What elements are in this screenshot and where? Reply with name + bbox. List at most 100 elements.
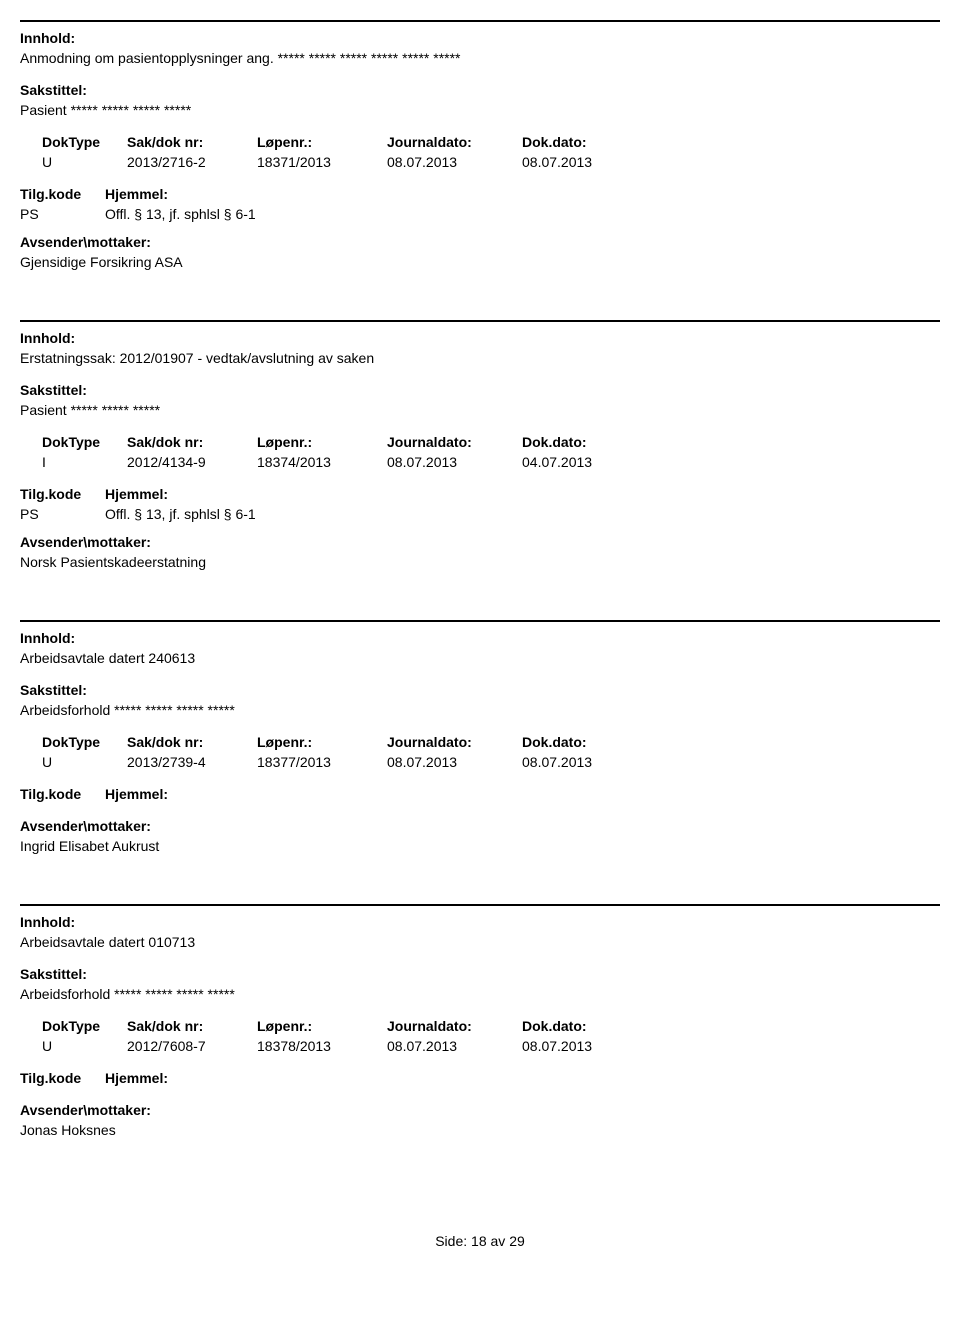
tilgkode-label: Tilg.kode	[20, 1070, 105, 1086]
tilgkode-values: PSOffl. § 13, jf. sphlsl § 6-1	[20, 506, 940, 522]
doktype-value: U	[42, 1038, 127, 1054]
innhold-label: Innhold:	[20, 914, 940, 930]
document-root: Innhold: Anmodning om pasientopplysninger…	[20, 20, 940, 1249]
dokdato-value: 08.07.2013	[522, 154, 652, 170]
innhold-value: Erstatningssak: 2012/01907 - vedtak/avsl…	[20, 350, 940, 366]
avsender-value: Norsk Pasientskadeerstatning	[20, 554, 940, 570]
hjemmel-value: Offl. § 13, jf. sphlsl § 6-1	[105, 206, 256, 222]
doktype-value: U	[42, 754, 127, 770]
sakstittel-label: Sakstittel:	[20, 966, 940, 982]
avsender-value: Gjensidige Forsikring ASA	[20, 254, 940, 270]
sakdoknr-header: Sak/dok nr:	[127, 134, 257, 150]
doktype-header: DokType	[42, 134, 127, 150]
sakstittel-value: Pasient ***** ***** *****	[20, 402, 940, 418]
tilgkode-row: Tilg.kodeHjemmel:	[20, 1070, 940, 1086]
sakdoknr-value: 2013/2739-4	[127, 754, 257, 770]
tilgkode-row: Tilg.kodeHjemmel:	[20, 486, 940, 502]
row-headers: DokTypeSak/dok nr:Løpenr.:Journaldato:Do…	[20, 1018, 940, 1034]
tilgkode-row: Tilg.kodeHjemmel:	[20, 786, 940, 802]
journal-entry: Innhold: Anmodning om pasientopplysninger…	[20, 20, 940, 270]
sakstittel-value: Pasient ***** ***** ***** *****	[20, 102, 940, 118]
doktype-value: U	[42, 154, 127, 170]
sakstittel-value: Arbeidsforhold ***** ***** ***** *****	[20, 702, 940, 718]
av-label: av	[487, 1233, 510, 1249]
sakdoknr-header: Sak/dok nr:	[127, 434, 257, 450]
sakstittel-label: Sakstittel:	[20, 382, 940, 398]
side-label: Side:	[435, 1233, 471, 1249]
tilgkode-label: Tilg.kode	[20, 486, 105, 502]
row-values: I2012/4134-918374/201308.07.201304.07.20…	[20, 454, 940, 470]
sakdoknr-header: Sak/dok nr:	[127, 734, 257, 750]
dokdato-header: Dok.dato:	[522, 134, 652, 150]
tilgkode-value: PS	[20, 206, 105, 222]
innhold-label: Innhold:	[20, 30, 940, 46]
lopenr-header: Løpenr.:	[257, 134, 387, 150]
journaldato-value: 08.07.2013	[387, 454, 522, 470]
row-headers: DokTypeSak/dok nr:Løpenr.:Journaldato:Do…	[20, 734, 940, 750]
page-footer: Side: 18 av 29	[20, 1233, 940, 1249]
journaldato-value: 08.07.2013	[387, 754, 522, 770]
hjemmel-label: Hjemmel:	[105, 1070, 168, 1086]
sakstittel-label: Sakstittel:	[20, 82, 940, 98]
sakdoknr-value: 2013/2716-2	[127, 154, 257, 170]
row-values: U2012/7608-718378/201308.07.201308.07.20…	[20, 1038, 940, 1054]
innhold-value: Arbeidsavtale datert 010713	[20, 934, 940, 950]
doktype-header: DokType	[42, 734, 127, 750]
row-headers: DokTypeSak/dok nr:Løpenr.:Journaldato:Do…	[20, 434, 940, 450]
sakdoknr-header: Sak/dok nr:	[127, 1018, 257, 1034]
dokdato-header: Dok.dato:	[522, 434, 652, 450]
journaldato-header: Journaldato:	[387, 134, 522, 150]
journaldato-value: 08.07.2013	[387, 154, 522, 170]
dokdato-value: 04.07.2013	[522, 454, 652, 470]
row-values: U2013/2716-218371/201308.07.201308.07.20…	[20, 154, 940, 170]
sakstittel-value: Arbeidsforhold ***** ***** ***** *****	[20, 986, 940, 1002]
dokdato-value: 08.07.2013	[522, 1038, 652, 1054]
page-total: 29	[509, 1233, 525, 1249]
journal-entry: Innhold: Arbeidsavtale datert 010713 Sakst…	[20, 904, 940, 1138]
doktype-header: DokType	[42, 434, 127, 450]
avsender-value: Ingrid Elisabet Aukrust	[20, 838, 940, 854]
journal-entry: Innhold: Erstatningssak: 2012/01907 - ved…	[20, 320, 940, 570]
lopenr-value: 18377/2013	[257, 754, 387, 770]
lopenr-value: 18371/2013	[257, 154, 387, 170]
hjemmel-value: Offl. § 13, jf. sphlsl § 6-1	[105, 506, 256, 522]
dokdato-header: Dok.dato:	[522, 1018, 652, 1034]
dokdato-value: 08.07.2013	[522, 754, 652, 770]
journaldato-header: Journaldato:	[387, 734, 522, 750]
page-current: 18	[471, 1233, 487, 1249]
journaldato-header: Journaldato:	[387, 434, 522, 450]
row-values: U2013/2739-418377/201308.07.201308.07.20…	[20, 754, 940, 770]
lopenr-header: Løpenr.:	[257, 434, 387, 450]
avsender-label: Avsender\mottaker:	[20, 234, 940, 250]
sakdoknr-value: 2012/4134-9	[127, 454, 257, 470]
lopenr-value: 18378/2013	[257, 1038, 387, 1054]
tilgkode-value: PS	[20, 506, 105, 522]
journal-entry: Innhold: Arbeidsavtale datert 240613 Sakst…	[20, 620, 940, 854]
lopenr-value: 18374/2013	[257, 454, 387, 470]
tilgkode-label: Tilg.kode	[20, 186, 105, 202]
row-headers: DokTypeSak/dok nr:Løpenr.:Journaldato:Do…	[20, 134, 940, 150]
avsender-label: Avsender\mottaker:	[20, 534, 940, 550]
lopenr-header: Løpenr.:	[257, 734, 387, 750]
doktype-header: DokType	[42, 1018, 127, 1034]
tilgkode-values: PSOffl. § 13, jf. sphlsl § 6-1	[20, 206, 940, 222]
journaldato-value: 08.07.2013	[387, 1038, 522, 1054]
sakdoknr-value: 2012/7608-7	[127, 1038, 257, 1054]
lopenr-header: Løpenr.:	[257, 1018, 387, 1034]
innhold-value: Arbeidsavtale datert 240613	[20, 650, 940, 666]
tilgkode-row: Tilg.kodeHjemmel:	[20, 186, 940, 202]
avsender-label: Avsender\mottaker:	[20, 1102, 940, 1118]
hjemmel-label: Hjemmel:	[105, 186, 168, 202]
innhold-value: Anmodning om pasientopplysninger ang. **…	[20, 50, 940, 66]
tilgkode-label: Tilg.kode	[20, 786, 105, 802]
dokdato-header: Dok.dato:	[522, 734, 652, 750]
avsender-value: Jonas Hoksnes	[20, 1122, 940, 1138]
innhold-label: Innhold:	[20, 330, 940, 346]
hjemmel-label: Hjemmel:	[105, 486, 168, 502]
journaldato-header: Journaldato:	[387, 1018, 522, 1034]
innhold-label: Innhold:	[20, 630, 940, 646]
doktype-value: I	[42, 454, 127, 470]
hjemmel-label: Hjemmel:	[105, 786, 168, 802]
avsender-label: Avsender\mottaker:	[20, 818, 940, 834]
sakstittel-label: Sakstittel:	[20, 682, 940, 698]
